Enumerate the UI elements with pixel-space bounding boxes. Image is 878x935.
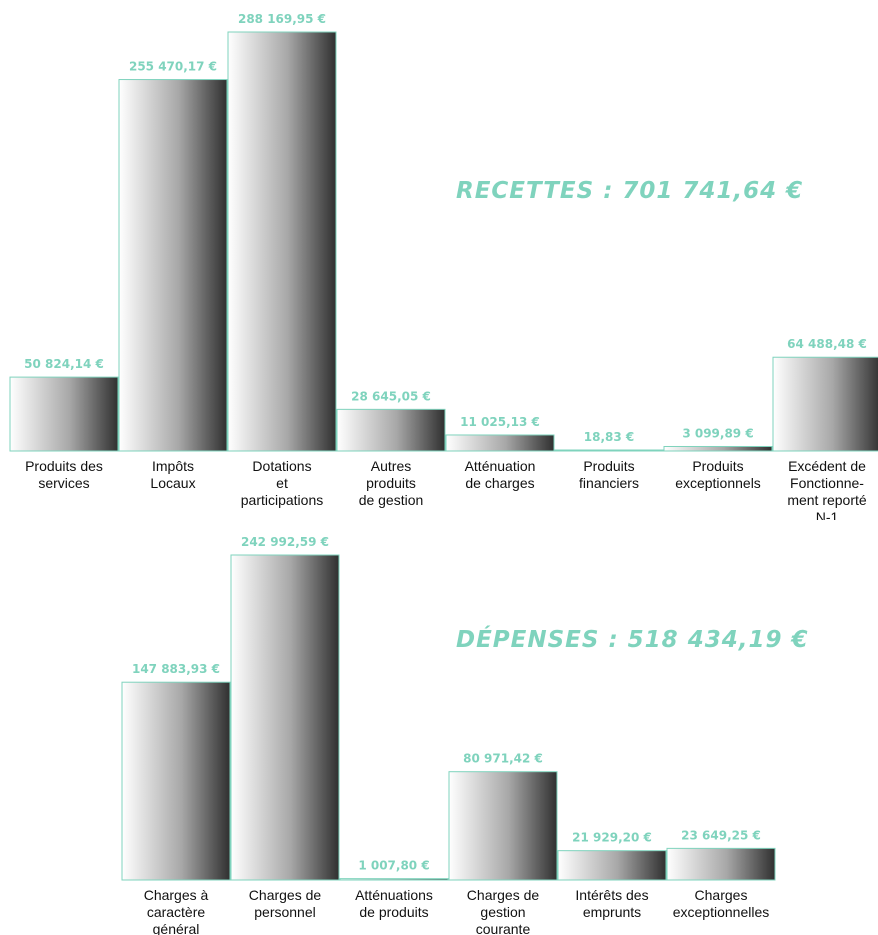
value-label: 1 007,80 € <box>358 859 429 873</box>
bar <box>663 445 773 452</box>
category-label-line: Charges <box>695 887 748 903</box>
category-label: Produits des services <box>25 458 103 491</box>
category-label: Intérêts des emprunts <box>575 887 648 920</box>
category-label: Charges de gestion courante <box>467 887 540 935</box>
bar <box>230 554 340 881</box>
recettes-total-title: RECETTES : 701 741,64 € <box>456 178 803 204</box>
category-label-line: Atténuation <box>465 458 536 474</box>
category-label: Atténuations de produits <box>355 887 433 920</box>
category-label-line: Charges à <box>144 887 209 903</box>
value-label: 255 470,17 € <box>129 60 217 74</box>
bar <box>666 847 776 881</box>
depenses-chart: DÉPENSES : 518 434,19 € 147 883,93 € Char… <box>121 535 808 935</box>
category-label: Charges exceptionnelles <box>673 887 770 920</box>
value-label: 11 025,13 € <box>460 415 540 429</box>
category-label: Autres produits de gestion <box>359 458 424 508</box>
category-label-line: courante <box>476 921 531 935</box>
value-label: 147 883,93 € <box>132 662 220 676</box>
category-label-line: exceptionnels <box>675 475 761 491</box>
category-label-line: emprunts <box>583 904 641 920</box>
category-label-line: de charges <box>465 475 534 491</box>
depenses-total-title: DÉPENSES : 518 434,19 € <box>456 625 808 653</box>
value-label: 3 099,89 € <box>682 426 753 440</box>
category-label-line: services <box>38 475 89 491</box>
category-label-line: financiers <box>579 475 639 491</box>
category-label-line: Excédent de <box>788 458 866 474</box>
category-label-line: Intérêts des <box>575 887 648 903</box>
value-label: 28 645,05 € <box>351 389 431 403</box>
category-label-line: Dotations <box>252 458 311 474</box>
category-label-line: de gestion <box>359 492 424 508</box>
value-label: 288 169,95 € <box>238 12 326 26</box>
value-label: 242 992,59 € <box>241 535 329 549</box>
value-label: 23 649,25 € <box>681 828 761 842</box>
bar <box>227 31 337 452</box>
category-label-line: Fonctionne- <box>790 475 864 491</box>
bar <box>557 850 667 881</box>
category-label-line: de produits <box>359 904 428 920</box>
bar <box>772 356 878 452</box>
category-label-line: Autres <box>371 458 411 474</box>
category-label-line: personnel <box>254 904 316 920</box>
value-label: 80 971,42 € <box>463 752 543 766</box>
value-label: 64 488,48 € <box>787 337 867 351</box>
bar <box>445 434 555 452</box>
category-label-line: général <box>153 921 200 935</box>
category-label-line: gestion <box>480 904 525 920</box>
category-label-line: Charges de <box>467 887 540 903</box>
recettes-chart: RECETTES : 701 741,64 € 50 824,14 € Produ… <box>9 12 878 520</box>
category-label-line: participations <box>241 492 324 508</box>
category-label: Impôts Locaux <box>150 458 195 491</box>
category-label-line: Produits <box>583 458 634 474</box>
category-label-line: Charges de <box>249 887 322 903</box>
category-label-line: produits <box>366 475 416 491</box>
category-label: Excédent de Fonctionne-ment reporté N-1 <box>787 458 867 520</box>
bar <box>448 771 558 881</box>
category-label-line: exceptionnelles <box>673 904 770 920</box>
category-label: Atténuation de charges <box>465 458 536 491</box>
category-label-line: et <box>276 475 288 491</box>
category-label: Dotations et participations <box>241 458 324 508</box>
category-label-line: Impôts <box>152 458 194 474</box>
category-label-line: ment reporté <box>787 492 867 508</box>
bar <box>339 878 449 881</box>
category-label-line: Atténuations <box>355 887 433 903</box>
bar <box>9 376 119 452</box>
category-label-line: N-1 <box>816 509 839 520</box>
category-label-line: caractère <box>147 904 206 920</box>
category-label: Charges à caractère général <box>144 887 209 935</box>
category-label: Charges de personnel <box>249 887 322 920</box>
category-label-line: Produits des <box>25 458 103 474</box>
bar <box>118 79 228 452</box>
category-label: Produits exceptionnels <box>675 458 761 491</box>
bar <box>121 681 231 881</box>
value-label: 18,83 € <box>584 430 634 444</box>
category-label-line: Produits <box>692 458 743 474</box>
bar <box>336 408 446 452</box>
bar <box>554 449 664 452</box>
category-label-line: Locaux <box>150 475 195 491</box>
value-label: 50 824,14 € <box>24 357 104 371</box>
category-label: Produits financiers <box>579 458 639 491</box>
value-label: 21 929,20 € <box>572 831 652 845</box>
